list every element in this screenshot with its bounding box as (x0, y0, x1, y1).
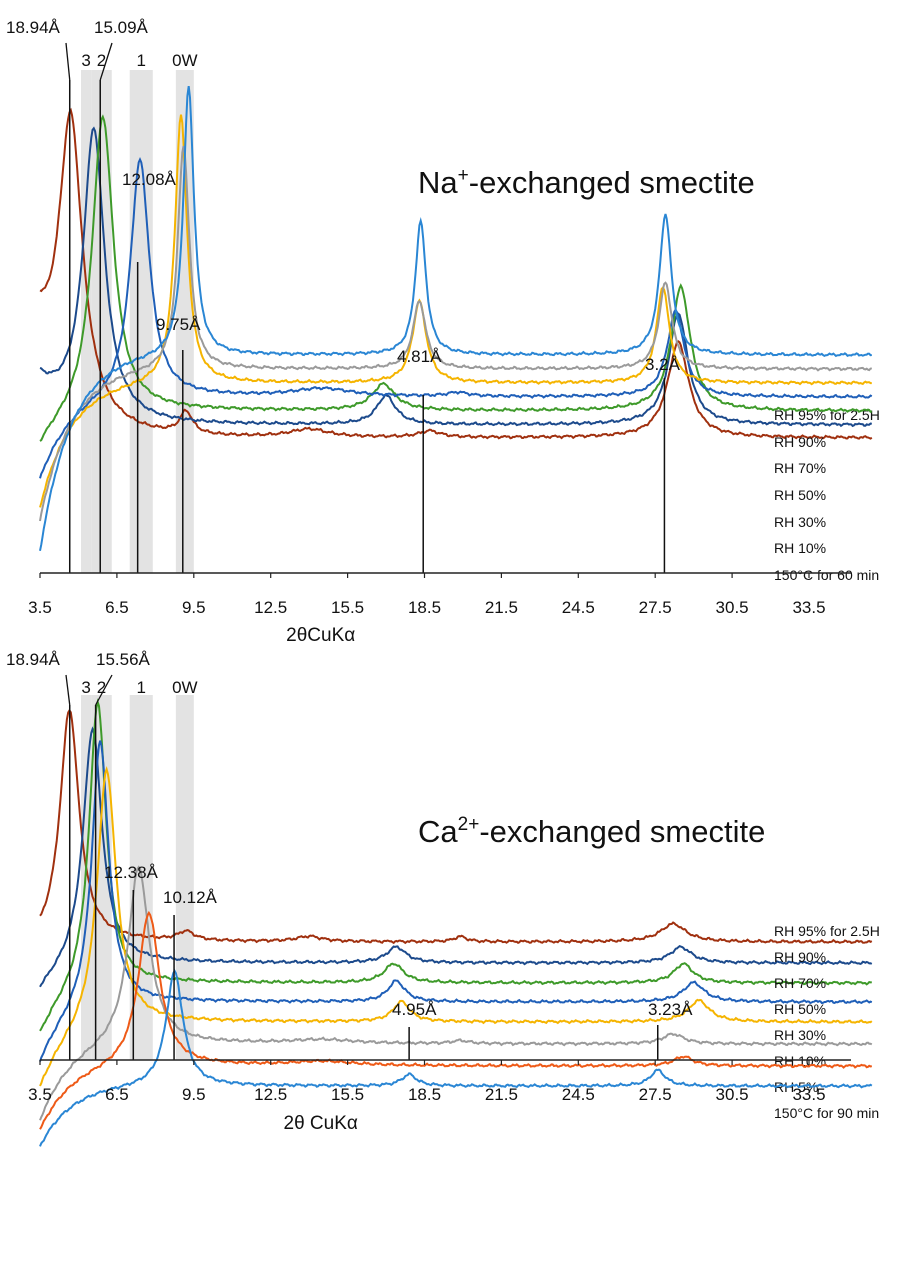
hydration-band-label: 3 (81, 678, 90, 697)
x-tick-label: 24.5 (562, 598, 595, 617)
series-line (39, 910, 873, 1130)
d-spacing-label: 18.94Å (6, 18, 61, 37)
d-spacing-label: 12.38Å (104, 863, 159, 882)
series-label: RH 90% (774, 434, 826, 450)
x-tick-label: 15.5 (331, 598, 364, 617)
series-label: 150°C for 60 min (774, 567, 879, 583)
series-label: RH 70% (774, 460, 826, 476)
x-tick-label: 30.5 (716, 1085, 749, 1104)
x-tick-label: 21.5 (485, 1085, 518, 1104)
series-line (39, 126, 872, 428)
d-spacing-leader (65, 674, 71, 706)
hydration-band-label: 0W (172, 51, 198, 70)
hydration-band-label: 1 (137, 51, 146, 70)
x-tick-label: 12.5 (254, 598, 287, 617)
x-tick-label: 3.5 (28, 598, 52, 617)
x-tick-label: 33.5 (792, 1085, 825, 1104)
x-axis-label: 2θ CuKα (284, 1113, 358, 1134)
hydration-band (91, 70, 112, 573)
x-tick-label: 9.5 (182, 598, 206, 617)
series-label: RH 30% (774, 514, 826, 530)
series-line (39, 968, 873, 1147)
chart-title-post: -exchanged smectite (479, 814, 765, 849)
x-tick-label: 21.5 (485, 598, 518, 617)
x-tick-label: 27.5 (639, 1085, 672, 1104)
series-label: RH 90% (774, 949, 826, 965)
series-line (39, 114, 873, 442)
series-line (39, 766, 873, 1087)
hydration-band-label: 2 (97, 678, 106, 697)
chart-title-pre: Na (418, 165, 458, 200)
series-label: RH 70% (774, 975, 826, 991)
series-label: RH 10% (774, 540, 826, 556)
series-label: RH 50% (774, 487, 826, 503)
series-label: RH 30% (774, 1027, 826, 1043)
d-spacing-label: 15.56Å (96, 650, 151, 669)
series-line (39, 726, 873, 988)
chart-panel-ca: 3 2 1 0W RH 95% for 2.5H RH 90% RH 70% RH 50% RH… (6, 650, 880, 1147)
series-line (39, 157, 873, 479)
d-spacing-label: 12.08Å (122, 170, 177, 189)
x-tick-label: 18.5 (408, 1085, 441, 1104)
series-line (39, 85, 872, 551)
d-spacing-label: 9.75Å (156, 315, 201, 334)
x-tick-label: 27.5 (639, 598, 672, 617)
chart-title-pre: Ca (418, 814, 458, 849)
series-line (39, 145, 873, 522)
series-label: RH 95% for 2.5H (774, 923, 880, 939)
series-label: RH 50% (774, 1001, 826, 1017)
chart-title-post: -exchanged smectite (469, 165, 755, 200)
hydration-band-label: 2 (97, 51, 106, 70)
x-tick-label: 6.5 (105, 1085, 129, 1104)
x-tick-label: 6.5 (105, 598, 129, 617)
x-tick-label: 33.5 (792, 598, 825, 617)
chart-title: Na+-exchanged smectite (418, 165, 755, 200)
chart-title-sup: + (458, 165, 469, 186)
d-spacing-leader (99, 42, 113, 81)
x-tick-label: 24.5 (562, 1085, 595, 1104)
chart-title-sup: 2+ (458, 814, 480, 835)
x-tick-label: 15.5 (331, 1085, 364, 1104)
d-spacing-leader (65, 42, 71, 81)
d-spacing-label: 3.2Å (645, 355, 681, 374)
d-spacing-leader (95, 674, 113, 706)
hydration-band-label: 0W (172, 678, 198, 697)
series-line (39, 107, 873, 440)
x-tick-label: 30.5 (716, 598, 749, 617)
hydration-band (81, 70, 92, 573)
hydration-band (175, 695, 194, 1060)
d-spacing-label: 3.23Å (648, 1000, 693, 1019)
d-spacing-label: 4.95Å (392, 1000, 437, 1019)
x-axis-label: 2θCuKα (286, 625, 355, 646)
series-line (39, 708, 873, 945)
hydration-band-label: 1 (137, 678, 146, 697)
d-spacing-label: 18.94Å (6, 650, 61, 669)
d-spacing-label: 10.12Å (163, 888, 218, 907)
series-line (39, 114, 872, 508)
x-tick-label: 9.5 (182, 1085, 206, 1104)
x-tick-label: 18.5 (408, 598, 441, 617)
d-spacing-label: 15.09Å (94, 18, 149, 37)
hydration-band (129, 70, 153, 573)
chart-title: Ca2+-exchanged smectite (418, 814, 765, 849)
x-tick-label: 3.5 (28, 1085, 52, 1104)
series-line (39, 865, 873, 1121)
x-tick-label: 12.5 (254, 1085, 287, 1104)
series-label: 150°C for 90 min (774, 1105, 879, 1121)
series-line (39, 698, 872, 1032)
hydration-band-label: 3 (81, 51, 90, 70)
d-spacing-label: 4.81Å (397, 347, 442, 366)
series-line (39, 740, 873, 1062)
series-label: RH 5% (774, 1079, 818, 1095)
